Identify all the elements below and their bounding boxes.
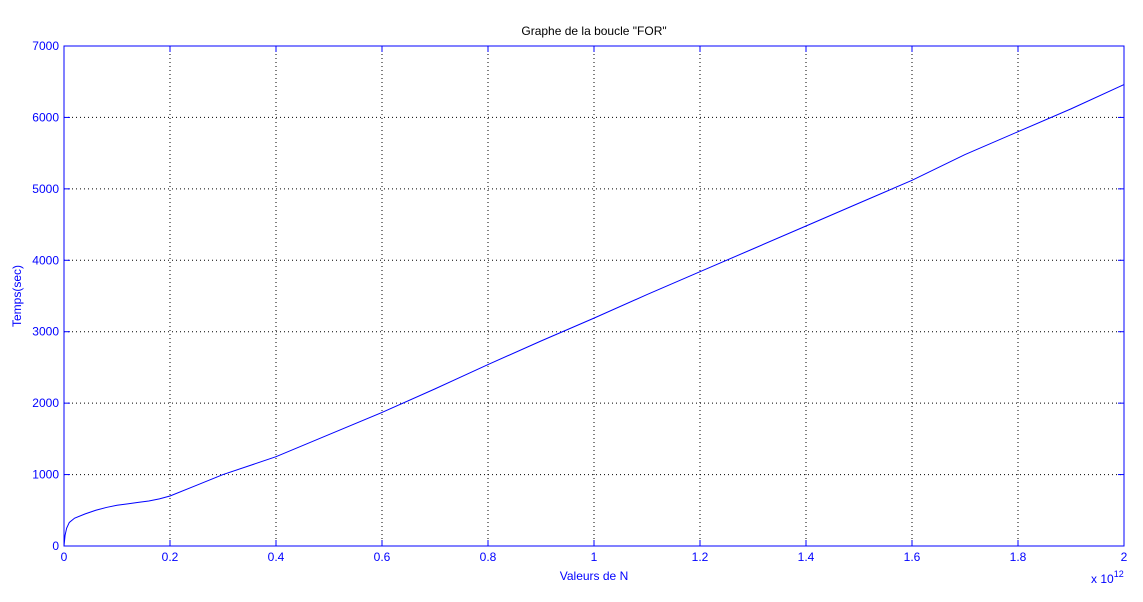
- y-tick-label: 0: [52, 539, 59, 553]
- x-axis-exponent-power: 12: [1114, 569, 1124, 579]
- x-tick-label: 1.2: [692, 550, 709, 564]
- x-axis-label: Valeurs de N: [560, 569, 628, 583]
- grid-lines: [64, 46, 1124, 546]
- y-tick-labels: 0 1000 2000 3000 4000 5000 6000 7000: [32, 39, 59, 553]
- x-tick-label: 1.6: [904, 550, 921, 564]
- x-tick-label: 0.4: [268, 550, 285, 564]
- x-axis-exponent: x 1012: [1091, 569, 1124, 586]
- y-tick-label: 2000: [32, 396, 59, 410]
- x-tick-label: 1.4: [798, 550, 815, 564]
- series-line: [63, 84, 1125, 547]
- x-tick-label: 1: [591, 550, 598, 564]
- x-tick-labels: 0 0.2 0.4 0.6 0.8 1 1.2 1.4 1.6 1.8 2: [61, 550, 1128, 564]
- tick-marks: [63, 45, 1125, 547]
- x-tick-label: 1.8: [1010, 550, 1027, 564]
- chart-title: Graphe de la boucle "FOR": [521, 24, 666, 38]
- y-tick-label: 3000: [32, 325, 59, 339]
- x-axis-exponent-base: x 10: [1091, 572, 1114, 586]
- y-tick-label: 7000: [32, 39, 59, 53]
- x-tick-label: 0.2: [162, 550, 179, 564]
- x-tick-label: 2: [1121, 550, 1128, 564]
- y-axis-label: Temps(sec): [10, 265, 24, 327]
- y-tick-label: 1000: [32, 468, 59, 482]
- x-tick-label: 0.6: [374, 550, 391, 564]
- x-tick-label: 0.8: [480, 550, 497, 564]
- x-tick-label: 0: [61, 550, 68, 564]
- y-tick-label: 6000: [32, 110, 59, 124]
- y-tick-label: 5000: [32, 182, 59, 196]
- y-tick-label: 4000: [32, 253, 59, 267]
